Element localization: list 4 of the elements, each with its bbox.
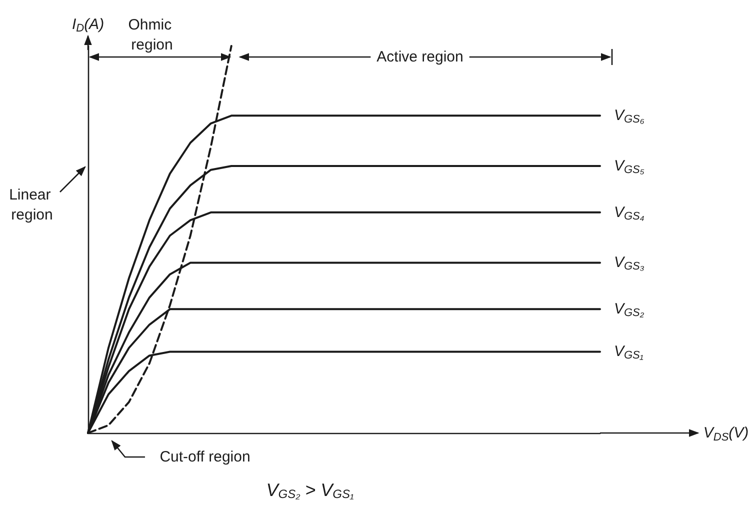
- annotation: Active region: [376, 48, 464, 66]
- text: Cut-off region: [160, 448, 250, 466]
- text: Linear region: [9, 186, 55, 224]
- annotation: Ohmic region: [128, 16, 176, 54]
